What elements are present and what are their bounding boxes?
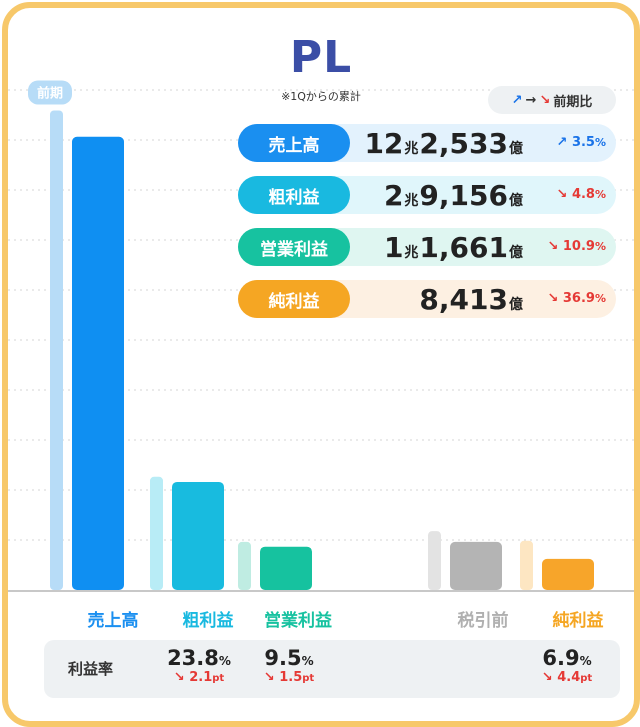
bar-current (450, 541, 502, 590)
bar-previous (520, 540, 533, 590)
bar-current (260, 546, 312, 590)
metric-value: 2兆9,156億 (383, 179, 523, 212)
down-arrow-icon: ↘ (539, 92, 551, 108)
change-legend: ↗ → ↘ 前期比 (488, 86, 616, 114)
down-arrow-icon: ↘ (547, 291, 559, 306)
margin-delta: 1.5 (279, 670, 303, 685)
bar-current (172, 481, 224, 590)
previous-period-tag (28, 80, 72, 105)
down-arrow-icon: ↘ (263, 670, 275, 685)
metric-pill: 純利益 (238, 280, 350, 318)
bar-label-net: 純利益 (552, 611, 604, 631)
metric-pill: 売上高 (238, 124, 350, 162)
metric-change: ↘ 10.9% (547, 239, 606, 254)
bar-label-pretax: 税引前 (457, 611, 509, 631)
margin-delta: 2.1 (189, 670, 213, 685)
metric-change: ↗ 3.5% (556, 135, 607, 150)
metric-value: 12兆2,533億 (364, 127, 523, 160)
down-arrow-icon: ↘ (556, 187, 568, 202)
margin-operating: 9.5% ↘ 1.5pt (263, 646, 315, 685)
metric-row-net-profit: 純利益 8,413億 ↘ 36.9% (238, 280, 616, 318)
margin-title: 利益率 (68, 660, 114, 678)
metric-pill: 営業利益 (238, 228, 350, 266)
previous-period-label: 前期 (37, 85, 63, 101)
metric-value: 1兆1,661億 (383, 231, 523, 264)
down-arrow-icon: ↘ (173, 670, 185, 685)
margin-panel: 利益率 23.8% ↘ 2.1pt 9.5% ↘ 1.5pt 6.9% ↘ 4.… (44, 640, 620, 698)
metric-value: 8,413億 (419, 283, 523, 316)
margin-gross: 23.8% ↘ 2.1pt (167, 646, 231, 685)
chart-subtitle: ※1Qからの累計 (281, 90, 361, 103)
bar-previous (50, 110, 63, 590)
bar-label-operating: 営業利益 (264, 611, 332, 631)
margin-value: 23.8 (167, 646, 219, 670)
margin-value: 6.9 (542, 646, 580, 670)
margin-net: 6.9% ↘ 4.4pt (541, 646, 593, 685)
metric-row-operating-profit: 営業利益 1兆1,661億 ↘ 10.9% (238, 228, 616, 266)
down-arrow-icon: ↘ (547, 239, 559, 254)
bar-label-gross: 粗利益 (182, 611, 234, 631)
margin-value: 9.5 (264, 646, 302, 670)
bar-label-sales: 売上高 (87, 611, 139, 631)
legend-label: 前期比 (553, 94, 593, 110)
down-arrow-icon: ↘ (541, 670, 553, 685)
bar-previous (428, 531, 441, 590)
bar-chart: 前期 (8, 80, 634, 592)
up-arrow-icon: ↗ (556, 135, 568, 150)
metric-row-sales: 売上高 12兆2,533億 ↗ 3.5% (238, 124, 616, 162)
bar-previous (150, 476, 163, 590)
metric-pill: 粗利益 (238, 176, 350, 214)
metric-row-gross-profit: 粗利益 2兆9,156億 ↘ 4.8% (238, 176, 616, 214)
metric-change: ↘ 36.9% (547, 291, 606, 306)
right-arrow-icon: → (525, 92, 537, 108)
bar-current (72, 136, 124, 590)
margin-delta: 4.4 (557, 670, 581, 685)
metric-change: ↘ 4.8% (556, 187, 607, 202)
up-arrow-icon: ↗ (511, 92, 523, 108)
bar-previous (238, 541, 251, 590)
bar-current (542, 558, 594, 590)
chart-title: PL (289, 32, 353, 83)
